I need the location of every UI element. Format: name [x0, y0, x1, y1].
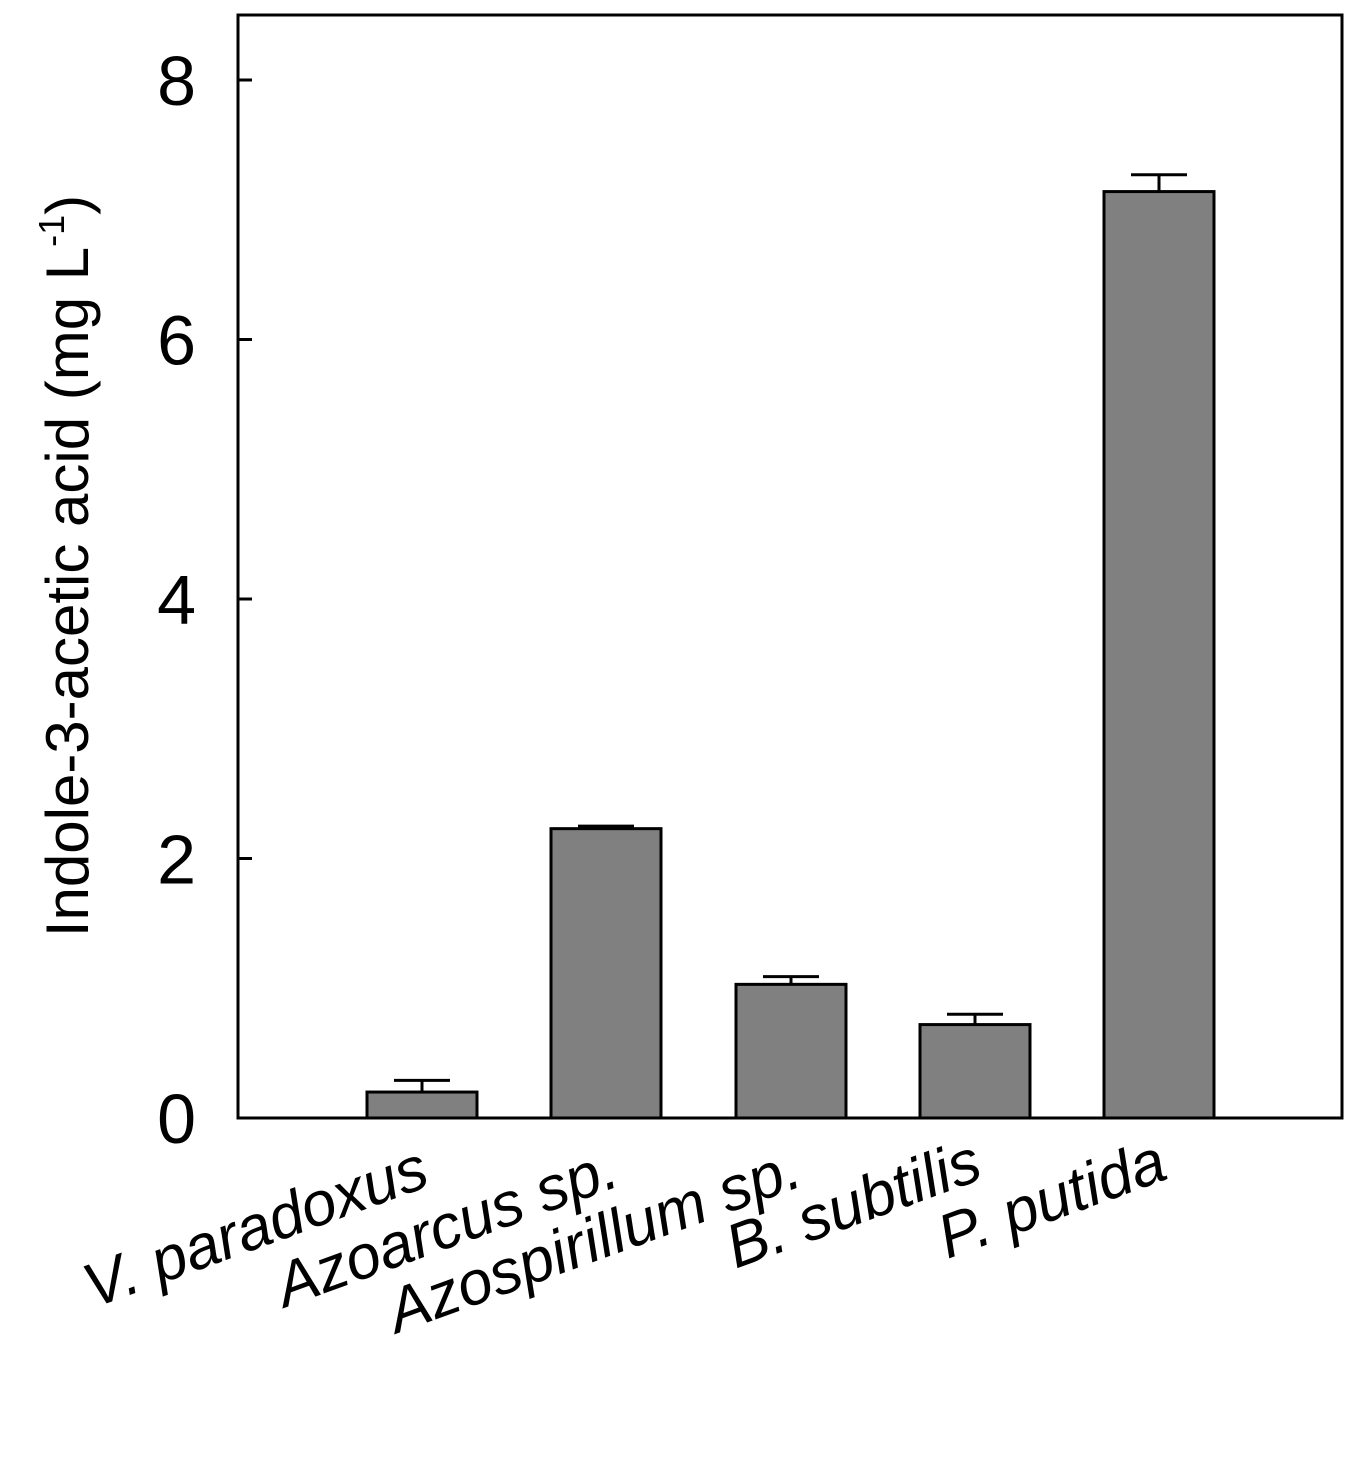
y-axis-title-superscript: -1	[31, 215, 72, 247]
error-bars-layer	[394, 173, 1187, 1093]
bar-0	[365, 1090, 479, 1120]
y-tick-label-3: 6	[157, 302, 196, 380]
bar-3	[918, 1023, 1032, 1120]
y-tick-label-0: 0	[157, 1080, 196, 1158]
y-axis-title-main: Indole-3-acetic acid (mg L	[34, 247, 101, 937]
y-tick-label-4: 8	[157, 42, 196, 120]
y-ticks-layer: 0 2 4 6 8	[157, 42, 252, 1158]
bar-4	[1102, 190, 1216, 1120]
y-axis-title: Indole-3-acetic acid (mg L-1)	[31, 195, 101, 937]
y-tick-label-1: 2	[157, 821, 196, 899]
plot-frame	[236, 13, 1344, 1120]
bar-1	[549, 827, 663, 1120]
y-axis-title-suffix: )	[34, 195, 101, 215]
bar-2	[734, 982, 848, 1120]
y-tick-label-2: 4	[157, 561, 196, 639]
